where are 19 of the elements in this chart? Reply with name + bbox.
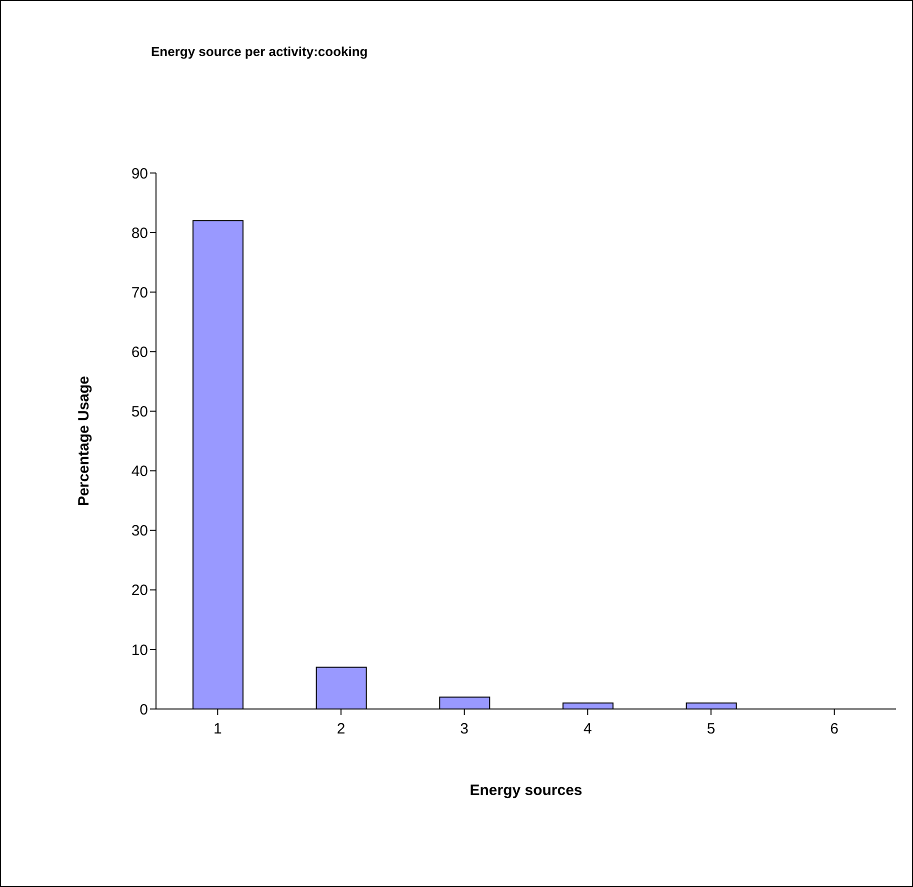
- y-tick-label: 0: [140, 701, 148, 718]
- chart-title: Energy source per activity:cooking: [151, 44, 368, 59]
- y-tick-label: 90: [131, 165, 148, 182]
- y-axis-title: Percentage Usage: [75, 376, 92, 506]
- y-tick-label: 60: [131, 344, 148, 361]
- y-tick-label: 20: [131, 582, 148, 600]
- y-tick-label: 70: [131, 284, 148, 302]
- x-tick-label: 5: [706, 720, 716, 738]
- x-tick-label: 4: [583, 720, 592, 738]
- x-tick-label: 6: [830, 720, 839, 738]
- y-tick-label: 10: [131, 642, 148, 659]
- y-tick-label: 50: [131, 404, 148, 421]
- x-axis-title: Energy sources: [470, 782, 582, 799]
- y-tick-label: 40: [131, 463, 148, 480]
- y-tick-label: 30: [131, 522, 148, 540]
- y-tick-label: 80: [131, 224, 148, 242]
- x-tick-label: 2: [336, 720, 346, 738]
- x-tick-label: 1: [213, 720, 222, 738]
- x-tick-label: 3: [460, 720, 469, 738]
